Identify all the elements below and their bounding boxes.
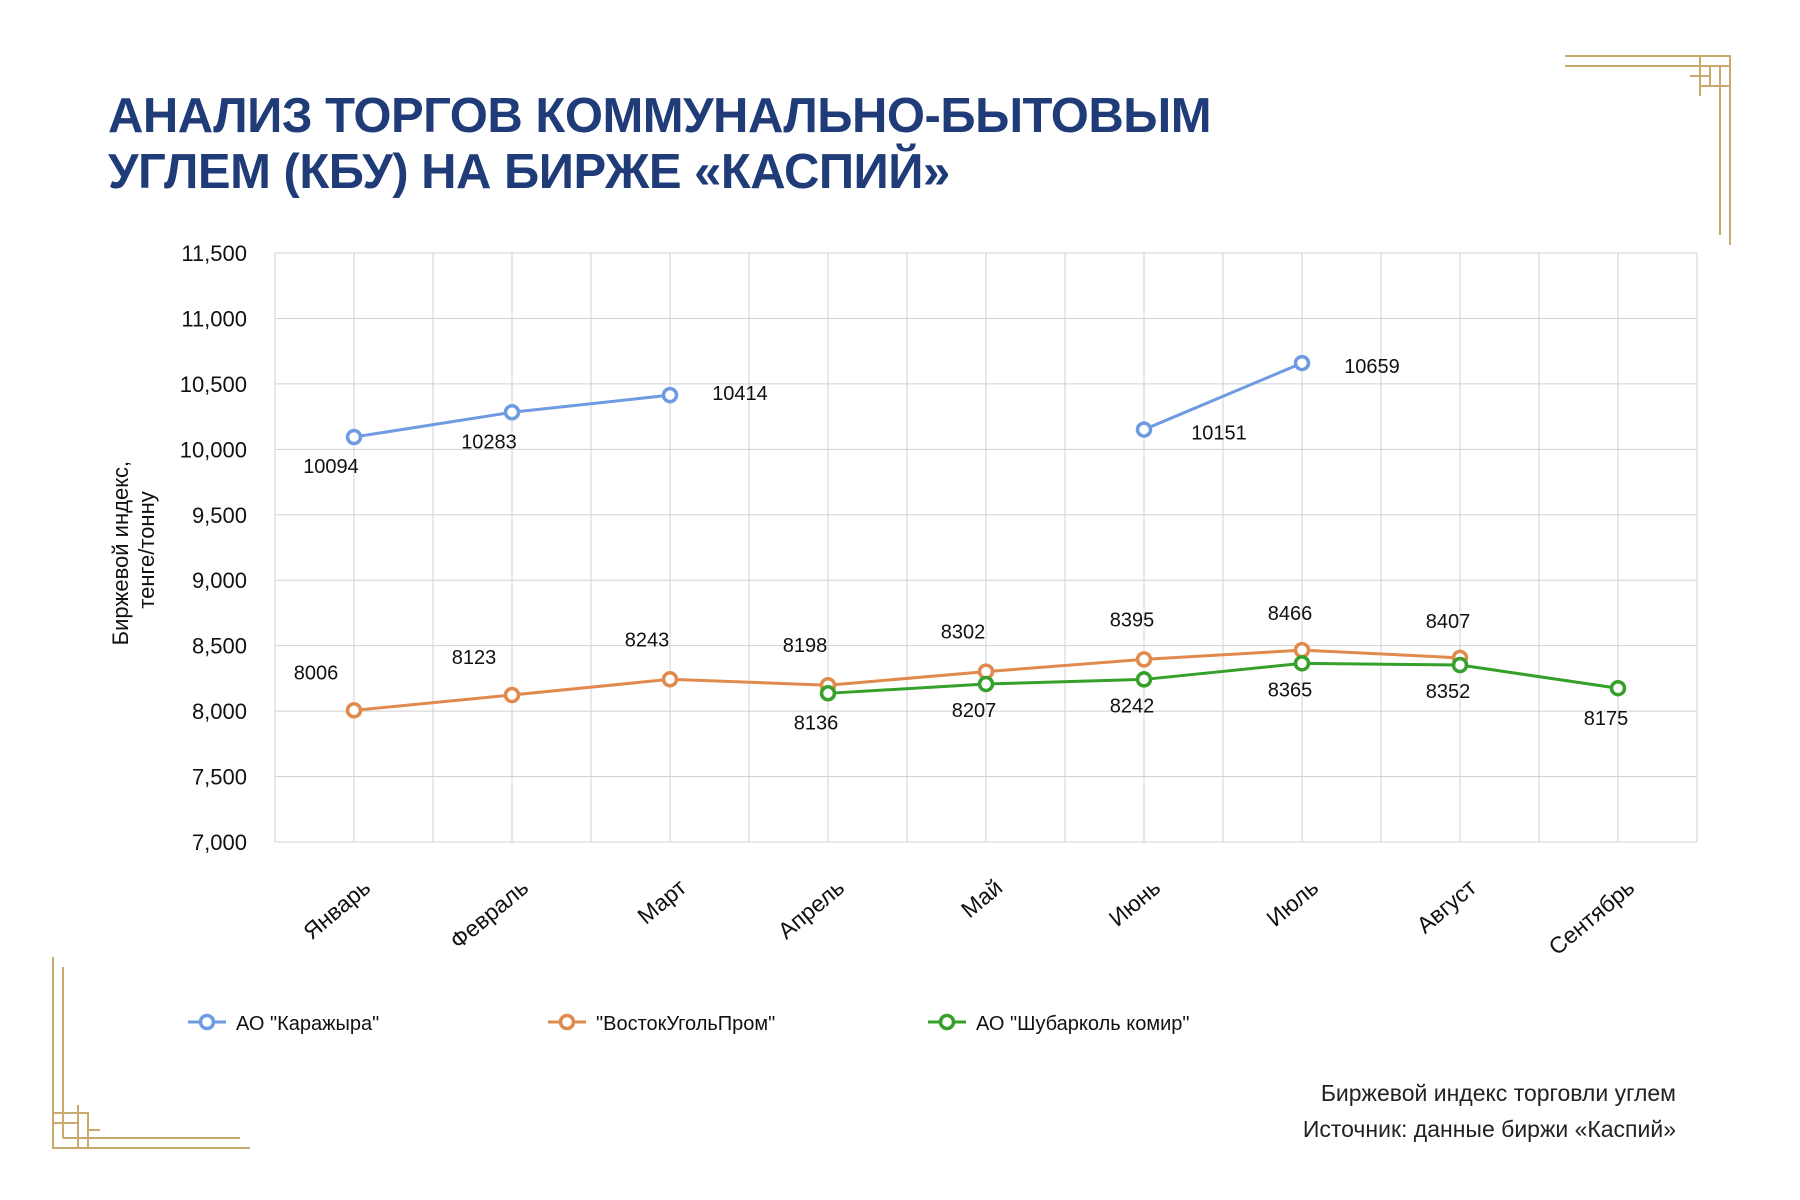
chart-caption: Биржевой индекс торговли углем Источник:… [1303, 1075, 1676, 1147]
y-tick-label: 9,000 [192, 568, 247, 593]
data-point [503, 686, 521, 704]
page-title: АНАЛИЗ ТОРГОВ КОММУНАЛЬНО-БЫТОВЫМ УГЛЕМ … [108, 88, 1212, 200]
data-point [1293, 354, 1311, 372]
legend-marker [198, 1013, 216, 1031]
y-tick-label: 7,500 [192, 765, 247, 790]
data-point [1293, 641, 1311, 659]
y-tick-label: 8,500 [192, 634, 247, 659]
series-group [345, 641, 1469, 719]
y-axis-ticks: 7,000 7,500 8,000 8,500 9,000 9,500 10,000 10,5… [180, 241, 247, 855]
legend-marker [558, 1013, 576, 1031]
data-point [1451, 656, 1469, 674]
title-line-1: АНАЛИЗ ТОРГОВ КОММУНАЛЬНО-БЫТОВЫМ [108, 89, 1212, 143]
series-line [827, 661, 1619, 695]
y-tick-label: 7,000 [192, 830, 247, 855]
data-point [1135, 671, 1153, 688]
data-label: 8302 [941, 622, 986, 644]
data-label: 10414 [712, 383, 768, 405]
data-point [1609, 679, 1627, 697]
legend-label: АО "Каражыра" [236, 1013, 379, 1035]
y-tick-label: 9,500 [192, 503, 247, 528]
data-label: 8407 [1426, 611, 1471, 633]
data-point [345, 428, 363, 446]
data-point [345, 702, 363, 719]
x-tick-label: Апрель [773, 874, 849, 944]
data-label: 8207 [952, 700, 997, 722]
legend-label: АО "Шубарколь комир" [976, 1013, 1189, 1035]
y-axis-label-line-1: Биржевой индекс, [108, 461, 133, 646]
y-tick-label: 10,000 [180, 437, 247, 462]
x-tick-label: Июнь [1104, 874, 1166, 932]
data-label: 8243 [625, 629, 670, 651]
data-point [1135, 421, 1153, 438]
legend-label: "ВостокУгольПром" [596, 1013, 775, 1035]
data-label: 8136 [794, 712, 839, 734]
data-labels: 10094 10283 10414 10151 10659 8006 8123 8243 819… [294, 356, 1629, 734]
data-label: 10659 [1344, 356, 1400, 378]
data-label: 8198 [783, 635, 828, 657]
legend-item: "ВостокУгольПром" [548, 1013, 775, 1035]
title-line-2: УГЛЕМ (КБУ) НА БИРЖЕ «КАСПИЙ» [108, 145, 950, 199]
data-label: 8466 [1268, 603, 1313, 625]
caption-line-2: Источник: данные биржи «Каспий» [1302, 1116, 1676, 1142]
data-label: 10283 [461, 431, 517, 453]
x-tick-label: Июль [1262, 874, 1324, 932]
legend-marker [938, 1013, 956, 1031]
data-label: 8006 [294, 662, 339, 684]
data-label: 8123 [452, 647, 497, 669]
legend-item: АО "Каражыра" [188, 1013, 379, 1035]
data-point [661, 671, 679, 688]
data-point [503, 404, 521, 421]
y-tick-label: 8,000 [192, 699, 247, 724]
data-label: 8365 [1268, 679, 1313, 701]
y-axis-label-line-2: тенге/тонну [134, 491, 159, 608]
data-label: 8242 [1110, 695, 1155, 717]
series-line [1143, 361, 1303, 431]
legend-item: АО "Шубарколь комир" [928, 1013, 1189, 1035]
data-label: 10094 [303, 456, 359, 478]
data-point [1293, 655, 1311, 672]
data-point [661, 386, 679, 404]
corner-ornament-bottom-left [52, 957, 250, 1149]
x-axis-ticks: Январь Февраль Март Апрель Май Июнь Июль Август… [298, 874, 1639, 960]
series-group [345, 354, 1311, 446]
x-tick-label: Сентябрь [1544, 874, 1640, 960]
corner-ornament-top-right [1565, 55, 1731, 245]
data-label: 8352 [1426, 681, 1471, 703]
y-tick-label: 11,500 [181, 241, 247, 266]
x-tick-label: Август [1411, 874, 1481, 939]
series-group [819, 655, 1627, 702]
chart-series [345, 354, 1627, 719]
chart-grid [274, 252, 1698, 843]
y-axis-label: Биржевой индекс, тенге/тонну [108, 455, 159, 646]
x-tick-label: Май [956, 874, 1007, 923]
data-label: 8175 [1584, 708, 1629, 730]
x-tick-label: Март [632, 874, 691, 930]
y-tick-label: 11,000 [181, 306, 247, 331]
x-tick-label: Январь [298, 874, 375, 945]
data-label: 8395 [1110, 609, 1155, 631]
y-tick-label: 10,500 [180, 372, 247, 397]
x-tick-label: Февраль [445, 874, 533, 954]
caption-line-1: Биржевой индекс торговли углем [1320, 1080, 1676, 1106]
data-point [1135, 651, 1153, 668]
data-label: 10151 [1191, 423, 1247, 445]
data-point [977, 675, 995, 693]
chart-legend: АО "Каражыра" "ВостокУгольПром" АО "Шубарк… [188, 1013, 1189, 1035]
series-line [353, 648, 1461, 712]
data-point [819, 685, 837, 702]
